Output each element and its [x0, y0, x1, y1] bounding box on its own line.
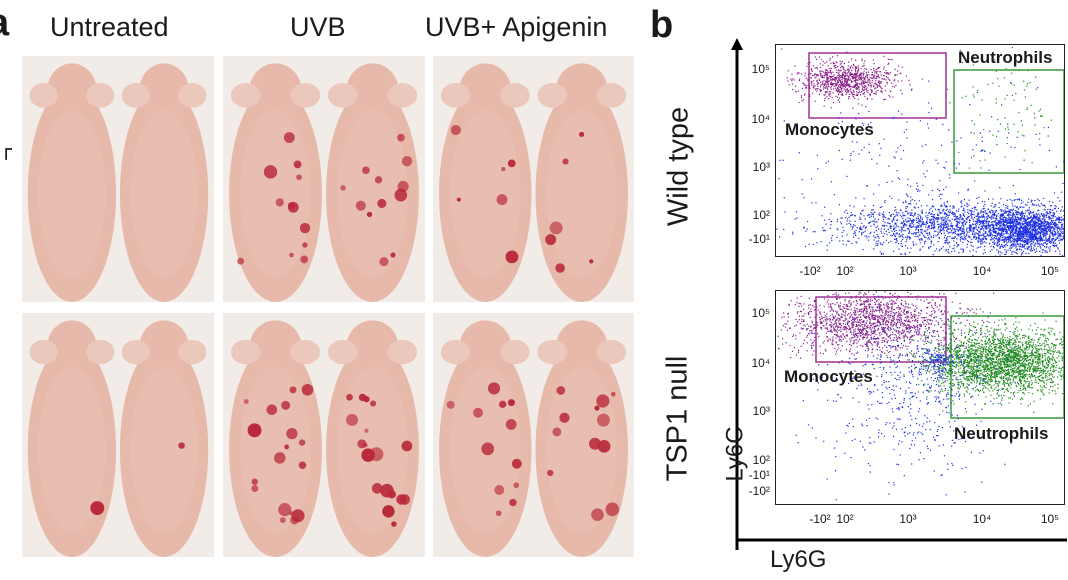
- y-tick-wt-4: -10¹: [748, 232, 770, 246]
- y-tick-null-5: -10²: [748, 484, 770, 498]
- x-tick-wt-0: -10²: [799, 264, 821, 278]
- y-tick-null-3: 10²: [752, 453, 770, 467]
- x-tick-wt-3: 10⁴: [972, 264, 992, 278]
- x-tick-wt-4: 10⁵: [1040, 264, 1060, 278]
- column-title-uvb-apigenin: UVB+ Apigenin: [425, 12, 608, 42]
- row-title-wild-type: Wild type: [662, 106, 695, 227]
- photo-uvb-wild-type: [223, 56, 425, 302]
- y-tick-wt-2: 10³: [752, 160, 770, 174]
- y-tick-null-4: -10¹: [748, 468, 770, 482]
- x-tick-wt-1: 10²: [836, 264, 854, 278]
- gate-label-neutrophils-null: Neutrophils: [954, 424, 1049, 443]
- panel-b-letter: b: [650, 4, 674, 46]
- panel-a-letter: a: [0, 4, 9, 42]
- y-tick-wt-3: 10²: [752, 208, 770, 222]
- x-tick-null-0: -10²: [809, 512, 831, 526]
- y-tick-wt-0: 10⁵: [751, 62, 770, 76]
- y-tick-null-0: 10⁵: [751, 306, 770, 320]
- row-label-fragment: ¬: [0, 147, 21, 161]
- x-tick-null-3: 10⁴: [972, 512, 992, 526]
- gate-label-monocytes-wt: Monocytes: [785, 120, 874, 139]
- column-title-uvb: UVB: [290, 12, 346, 42]
- x-axis-title-ly6g: Ly6G: [770, 546, 827, 573]
- y-tick-null-2: 10³: [752, 404, 770, 418]
- x-tick-null-1: 10²: [836, 512, 854, 526]
- scatter-tsp1-null: [777, 291, 1064, 501]
- gate-label-monocytes-null: Monocytes: [784, 367, 873, 386]
- gate-label-neutrophils-wt: Neutrophils: [958, 48, 1053, 67]
- ly6c-axis-arrow: [731, 38, 743, 550]
- photo-uvb-apigenin-tsp1-null: [433, 313, 634, 557]
- photo-uvb-tsp1-null: [223, 313, 425, 557]
- x-tick-wt-2: 10³: [899, 264, 917, 278]
- flow-plot-wild-type: [775, 44, 1065, 257]
- x-tick-null-4: 10⁵: [1040, 512, 1060, 526]
- y-tick-wt-1: 10⁴: [751, 112, 770, 126]
- photo-uvb-apigenin-wild-type: [433, 56, 634, 302]
- photo-untreated-wild-type: [22, 56, 214, 302]
- y-tick-null-1: 10⁴: [751, 356, 770, 370]
- x-tick-null-2: 10³: [899, 512, 917, 526]
- row-title-tsp1-null: TSP1 null: [661, 355, 694, 482]
- column-title-untreated: Untreated: [50, 12, 169, 42]
- flow-plot-tsp1-null: [775, 290, 1065, 505]
- photo-untreated-tsp1-null: [22, 313, 214, 557]
- scatter-wild-type: [776, 46, 1064, 256]
- ly6g-axis-line: [737, 538, 1067, 542]
